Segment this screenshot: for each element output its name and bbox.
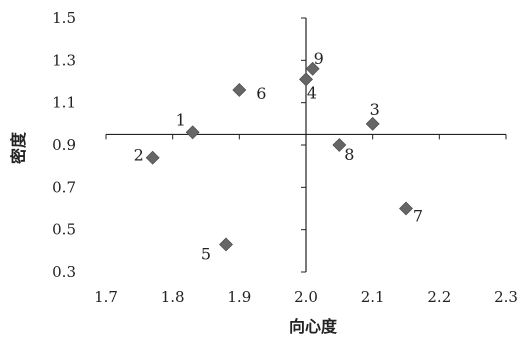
point-label-1: 1 <box>176 110 186 129</box>
y-tick-label: 0.7 <box>52 178 76 196</box>
y-axis-ticks: 1.5 1.3 1.1 0.9 0.7 0.5 0.3 <box>52 9 306 281</box>
x-tick-label: 1.8 <box>161 288 185 306</box>
y-tick-label: 1.5 <box>52 9 76 27</box>
x-axis-ticks: 1.7 1.8 1.9 2.0 2.1 2.2 2.3 <box>94 134 518 306</box>
x-tick-label: 1.7 <box>94 288 118 306</box>
point-label-8: 8 <box>344 145 354 164</box>
data-point-1 <box>185 125 200 140</box>
x-tick-label: 1.9 <box>227 288 251 306</box>
point-label-5: 5 <box>201 244 211 263</box>
data-point-8 <box>332 138 347 152</box>
point-label-3: 3 <box>370 100 380 119</box>
point-labels: 1 2 3 4 5 6 7 8 9 <box>134 49 424 264</box>
y-tick-label: 0.9 <box>52 136 76 154</box>
y-tick-label: 0.5 <box>52 221 76 239</box>
data-point-3 <box>365 116 380 131</box>
point-label-9: 9 <box>314 49 324 68</box>
data-points <box>145 61 413 252</box>
data-point-9 <box>305 61 320 76</box>
data-point-4 <box>299 72 313 87</box>
point-label-6: 6 <box>256 84 266 103</box>
x-tick-label: 2.0 <box>294 288 318 306</box>
y-tick-label: 1.1 <box>52 94 76 112</box>
data-point-6 <box>232 83 247 97</box>
x-axis-title: 向心度 <box>289 317 338 336</box>
point-label-2: 2 <box>134 146 144 165</box>
x-tick-label: 2.3 <box>494 288 518 306</box>
point-label-4: 4 <box>307 83 317 102</box>
y-tick-label: 0.3 <box>52 263 76 281</box>
y-axis-title: 密度 <box>9 131 28 165</box>
data-point-2 <box>145 150 160 165</box>
x-tick-label: 2.1 <box>361 288 385 306</box>
data-point-7 <box>399 201 413 216</box>
y-tick-label: 1.3 <box>52 51 76 69</box>
point-label-7: 7 <box>413 207 423 226</box>
data-point-5 <box>219 237 233 252</box>
x-tick-label: 2.2 <box>427 288 451 306</box>
